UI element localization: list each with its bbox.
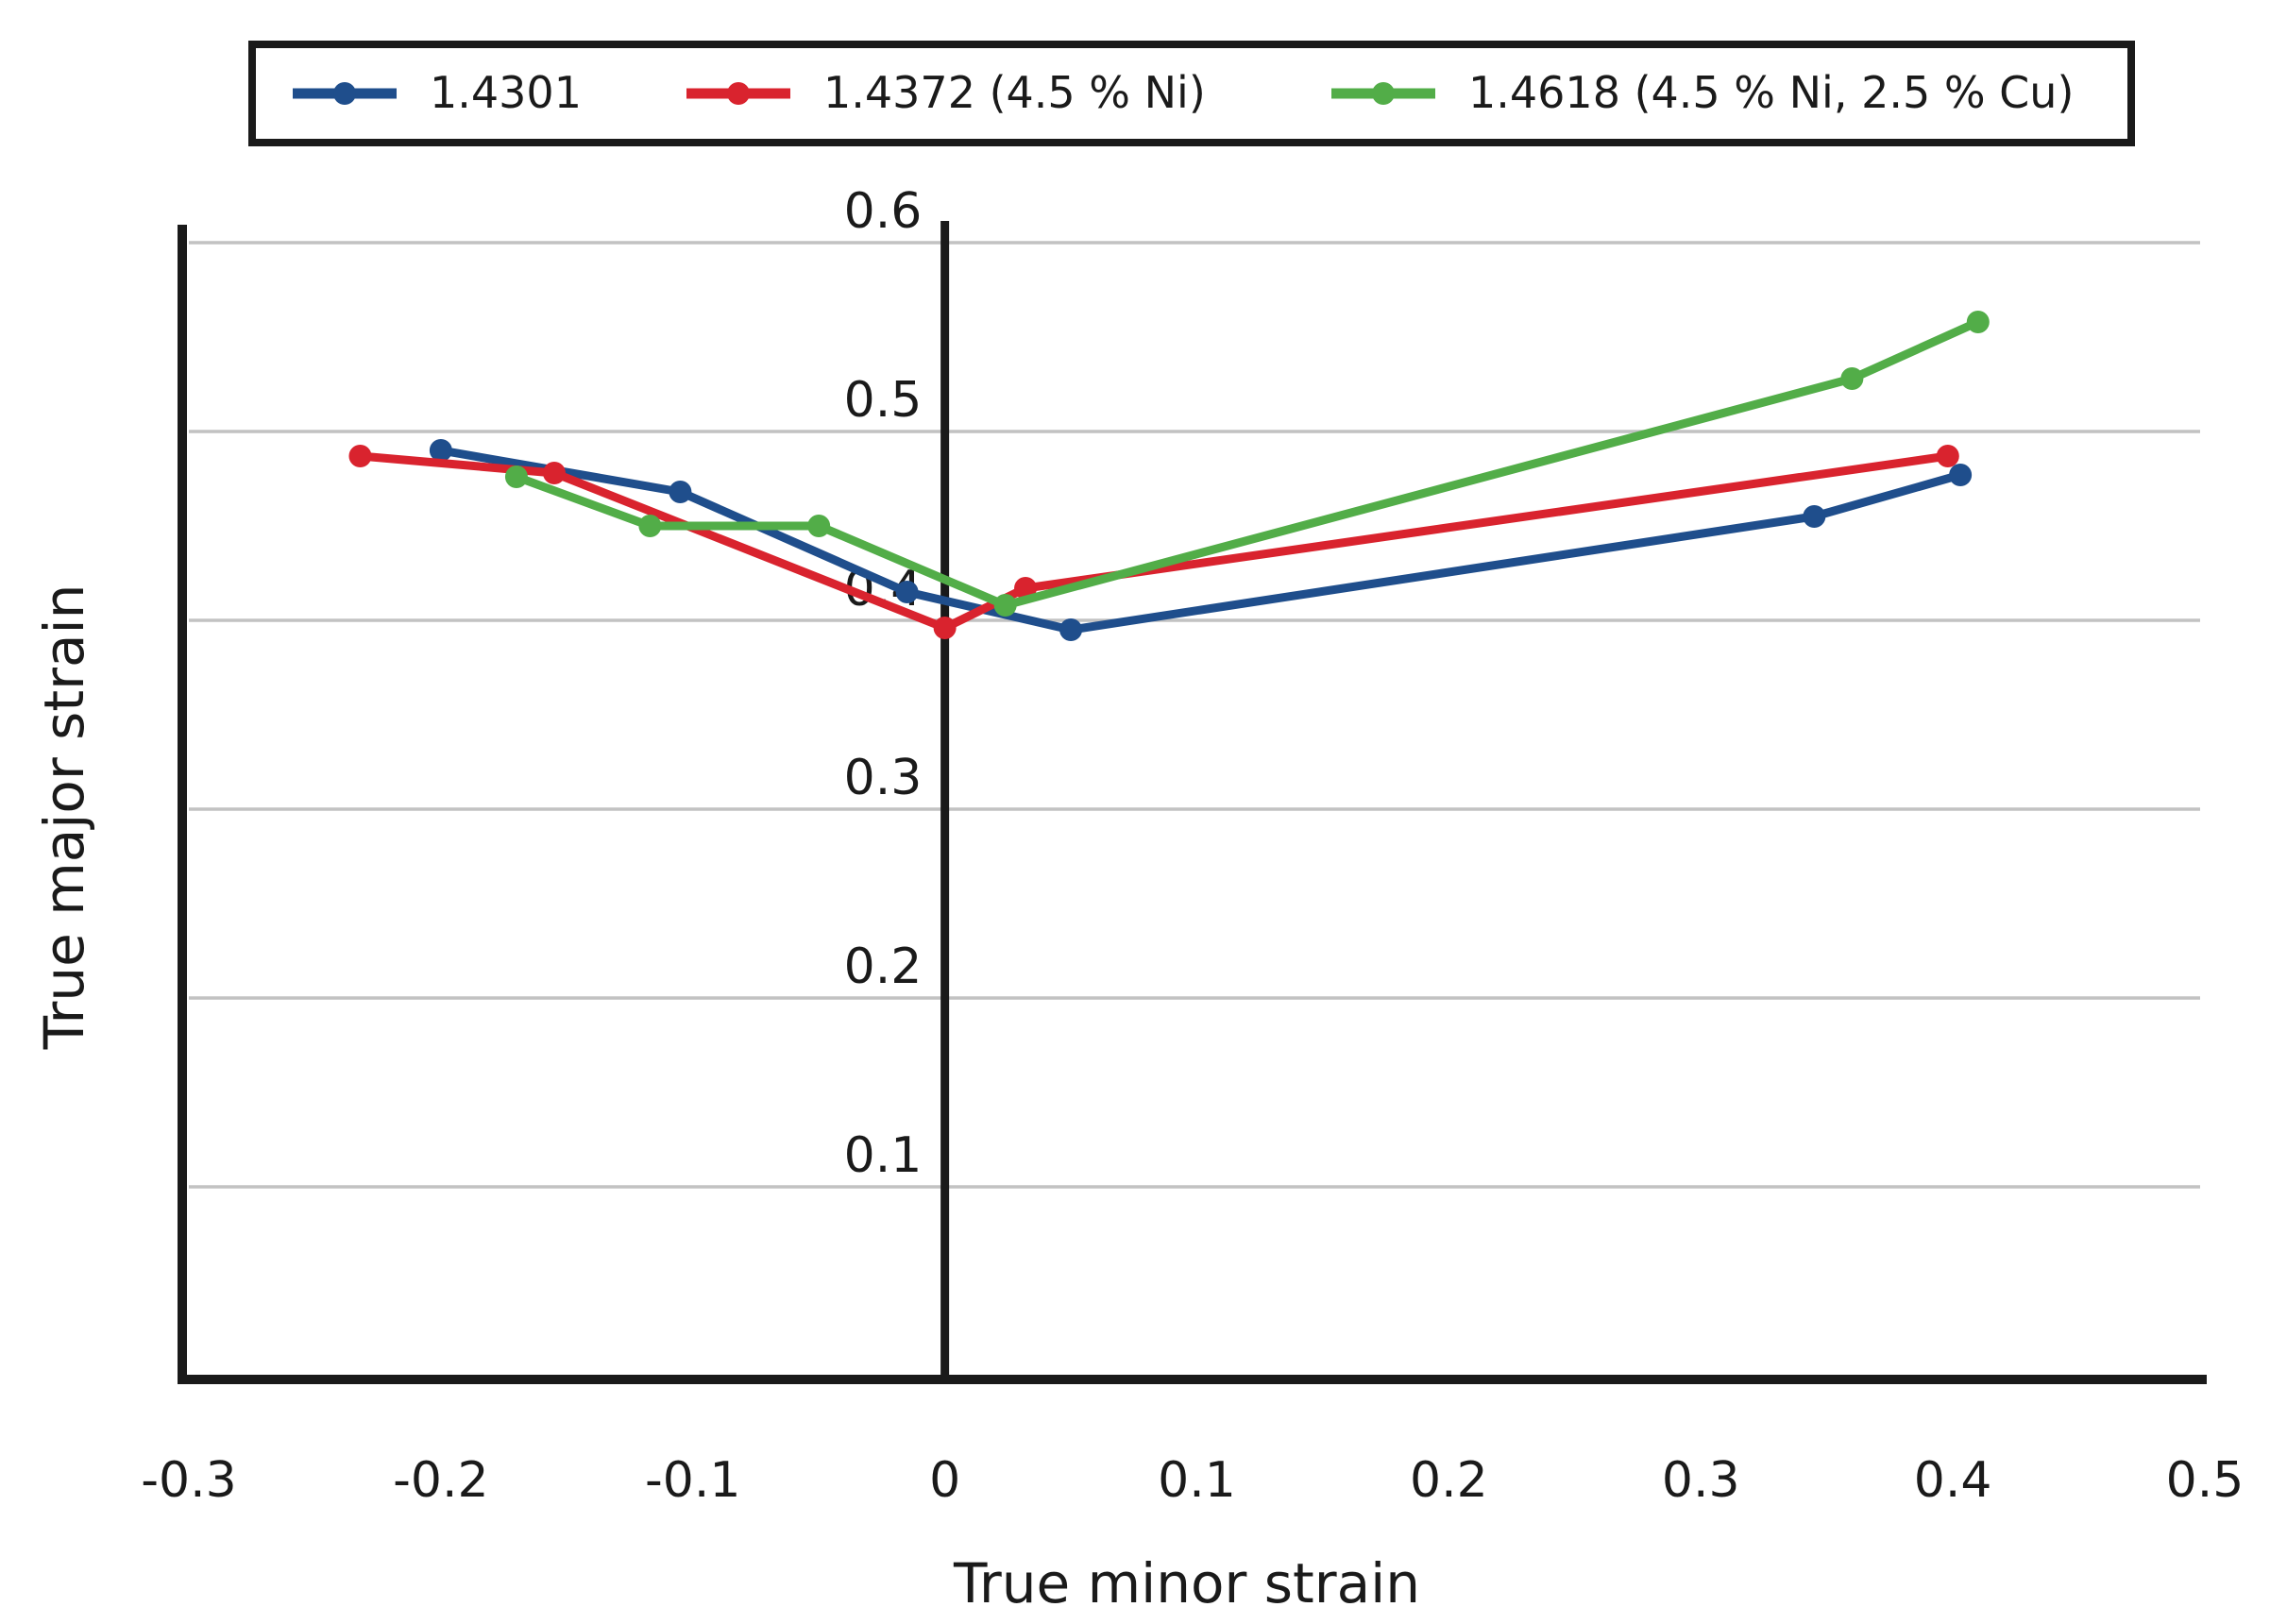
data-point <box>1936 445 1959 467</box>
data-point <box>1966 311 1990 333</box>
x-tick-labels: -0.3 -0.2 -0.1 0 0.1 0.2 0.3 0.4 0.5 <box>141 1452 2244 1509</box>
data-point <box>1059 618 1083 641</box>
x-tick-label: 0.4 <box>1914 1452 1992 1509</box>
legend-item-0: 1.4301 <box>293 67 582 118</box>
y-tick-label: 0.6 <box>844 183 923 240</box>
data-point <box>1949 464 1973 486</box>
legend-swatch-marker <box>1372 82 1395 105</box>
y-tick-label: 0.1 <box>844 1127 923 1184</box>
series-0 <box>429 439 1973 641</box>
legend-label: 1.4618 (4.5 % Ni, 2.5 % Cu) <box>1468 67 2074 118</box>
x-tick-label: 0.1 <box>1158 1452 1236 1509</box>
data-point <box>895 581 919 603</box>
y-tick-label: 0.3 <box>844 750 923 806</box>
data-point <box>933 617 957 639</box>
series-2 <box>504 311 1990 617</box>
legend-box <box>248 41 2135 146</box>
data-point <box>638 515 662 537</box>
legend-swatch-marker <box>333 82 356 105</box>
x-axis-title: True minor strain <box>953 1551 1420 1616</box>
data-point <box>1014 577 1038 600</box>
x-tick-label: 0.2 <box>1410 1452 1488 1509</box>
series-1 <box>348 445 1959 639</box>
series-line <box>436 446 1965 634</box>
x-tick-label: -0.2 <box>393 1452 488 1509</box>
x-tick-label: 0 <box>929 1452 960 1509</box>
legend-label: 1.4301 <box>430 67 582 118</box>
x-tick-label: -0.3 <box>141 1452 236 1509</box>
legend: 1.4301 1.4372 (4.5 % Ni) 1.4618 (4.5 % Ni,… <box>248 41 2135 146</box>
legend-swatch-marker <box>727 82 750 105</box>
data-point <box>807 515 831 537</box>
data-point <box>348 445 372 467</box>
x-tick-label: 0.3 <box>1662 1452 1740 1509</box>
y-axis-title: True major strain <box>32 584 96 1051</box>
data-point <box>669 481 692 503</box>
series-line <box>512 317 1983 610</box>
x-tick-label: 0.5 <box>2166 1452 2245 1509</box>
y-tick-label: 0.5 <box>844 372 923 429</box>
x-tick-label: -0.1 <box>645 1452 740 1509</box>
gridlines <box>189 241 2200 1189</box>
legend-item-2: 1.4618 (4.5 % Ni, 2.5 % Cu) <box>1331 67 2074 118</box>
legend-label: 1.4372 (4.5 % Ni) <box>823 67 1206 118</box>
data-point <box>1840 367 1864 390</box>
legend-item-1: 1.4372 (4.5 % Ni) <box>686 67 1206 118</box>
axes <box>178 221 2207 1384</box>
data-point <box>504 465 528 488</box>
data-point <box>993 594 1017 617</box>
data-point <box>542 462 566 484</box>
series-lines <box>348 311 1990 641</box>
y-tick-labels: 0.10.20.30.40.50.6 <box>844 183 923 1184</box>
data-point <box>1803 505 1826 528</box>
data-point <box>429 439 452 462</box>
y-tick-label: 0.2 <box>844 939 923 995</box>
